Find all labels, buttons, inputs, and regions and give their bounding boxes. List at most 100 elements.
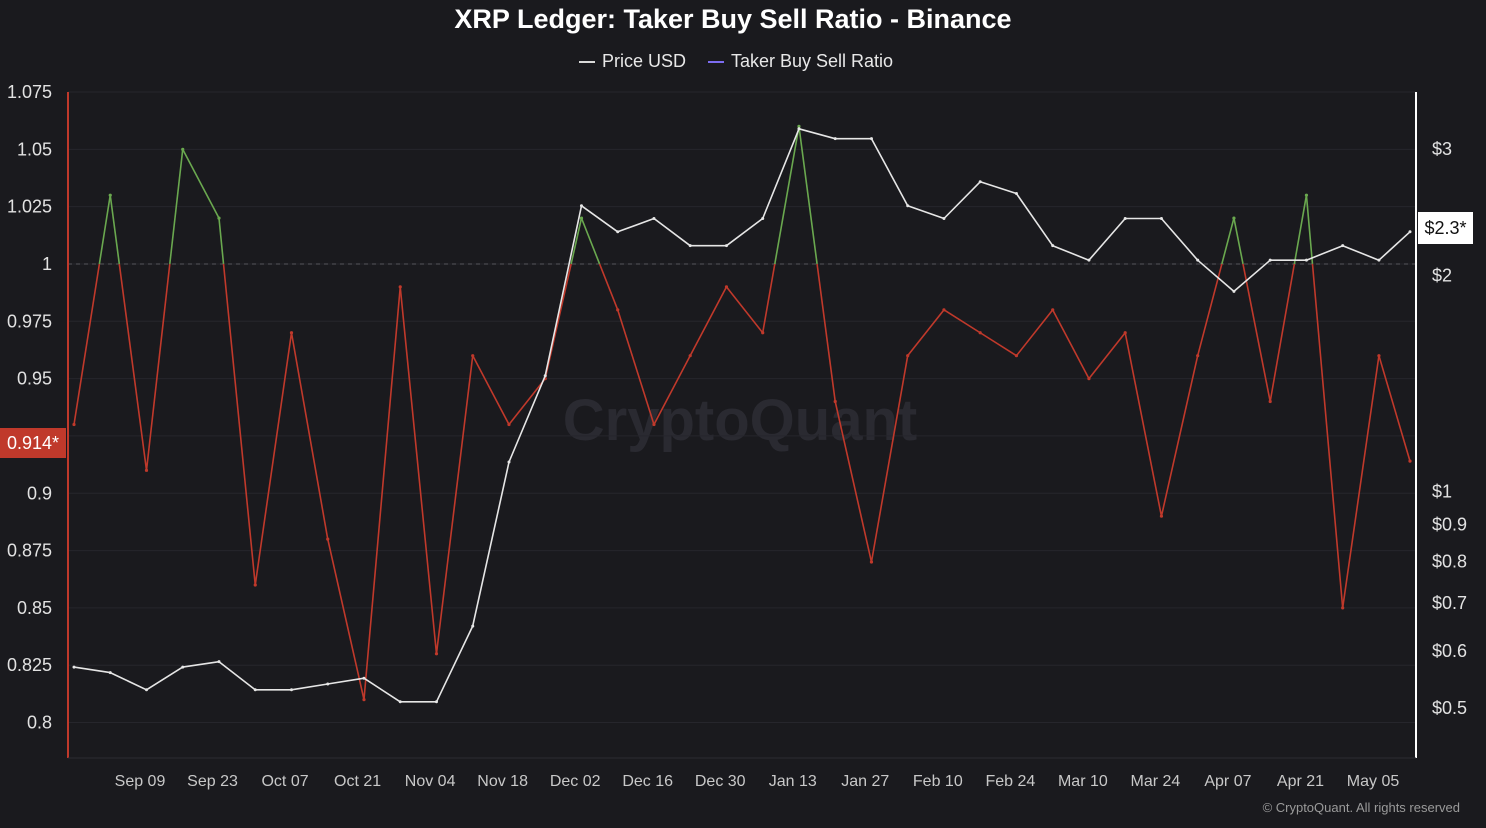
ratio-segment <box>979 332 1017 357</box>
ratio-point <box>1051 308 1055 312</box>
legend[interactable]: Price USD Taker Buy Sell Ratio <box>579 51 893 71</box>
x-tick-label: Sep 09 <box>115 773 166 790</box>
ratio-segment <box>1196 263 1223 356</box>
ratio-point <box>833 399 837 404</box>
price-point <box>761 217 765 221</box>
current-price-badge: $2.3* <box>1418 212 1473 244</box>
price-series <box>72 127 1412 704</box>
ratio-segment <box>774 126 800 265</box>
x-tick-label: Feb 24 <box>985 773 1035 790</box>
ratio-point <box>1377 354 1381 358</box>
price-point <box>942 217 946 221</box>
current-ratio-label: 0.914* <box>7 433 59 453</box>
ratio-segment <box>1051 309 1090 379</box>
ratio-point <box>579 216 584 220</box>
left-tick-label: 0.825 <box>7 655 52 675</box>
ratio-segment <box>907 309 945 357</box>
x-tick-label: Apr 07 <box>1204 773 1251 790</box>
x-tick-label: Dec 16 <box>622 773 673 790</box>
ratio-segment <box>580 217 601 265</box>
ratio-point <box>1014 354 1019 358</box>
ratio-series <box>72 124 1412 702</box>
price-point <box>1341 244 1345 248</box>
ratio-point <box>253 583 257 587</box>
price-point <box>1014 192 1018 196</box>
price-point <box>616 230 620 234</box>
price-point <box>108 671 112 675</box>
ratio-segment <box>1221 217 1235 265</box>
ratio-segment <box>326 538 365 700</box>
price-point <box>362 676 366 680</box>
ratio-segment <box>1293 195 1308 265</box>
ratio-segment <box>218 218 225 265</box>
copyright: © CryptoQuant. All rights reserved <box>1263 800 1460 815</box>
price-point <box>326 682 330 686</box>
ratio-segment <box>544 263 572 379</box>
ratio-segment <box>1160 355 1199 517</box>
price-point <box>471 624 475 628</box>
right-tick-label: $3 <box>1432 139 1452 159</box>
x-tick-label: Feb 10 <box>913 773 963 790</box>
ratio-segment <box>1341 355 1380 609</box>
ratio-segment <box>1242 263 1271 402</box>
x-tick-label: Dec 02 <box>550 773 601 790</box>
ratio-point <box>652 422 656 427</box>
x-tick-label: Oct 07 <box>261 773 308 790</box>
ratio-point <box>688 354 692 358</box>
price-point <box>543 374 547 378</box>
ratio-segment <box>616 309 655 425</box>
price-point <box>1232 289 1236 293</box>
right-tick-label: $0.5 <box>1432 698 1467 718</box>
ratio-point <box>978 331 982 335</box>
price-point <box>434 700 438 704</box>
legend-price-label[interactable]: Price USD <box>602 51 686 71</box>
left-tick-label: 0.875 <box>7 541 52 561</box>
ratio-point <box>1304 193 1309 197</box>
x-tick-label: Mar 24 <box>1131 773 1181 790</box>
ratio-segment <box>98 195 112 265</box>
right-tick-label: $0.8 <box>1432 551 1467 571</box>
price-point <box>398 700 402 704</box>
left-tick-label: 0.85 <box>17 598 52 618</box>
x-tick-label: Dec 30 <box>695 773 746 790</box>
price-point <box>688 244 692 248</box>
ratio-segment <box>399 286 438 654</box>
ratio-segment <box>254 332 293 586</box>
ratio-segment <box>816 263 837 402</box>
right-axis-ticks: $3 $2 $1 $0.9 $0.8 $0.7 $0.6 $0.5 <box>1432 139 1467 718</box>
legend-ratio-label[interactable]: Taker Buy Sell Ratio <box>731 51 893 71</box>
ratio-segment <box>570 217 583 265</box>
ratio-segment <box>182 148 220 219</box>
ratio-segment <box>363 286 402 700</box>
ratio-point <box>1268 399 1272 404</box>
left-tick-label: 1 <box>42 254 52 274</box>
ratio-point <box>471 354 475 358</box>
axes <box>67 92 1417 759</box>
left-tick-label: 0.975 <box>7 311 52 331</box>
price-point <box>1304 258 1308 262</box>
price-point <box>652 217 656 221</box>
price-point <box>1159 217 1163 221</box>
price-point <box>1408 230 1412 234</box>
ratio-segment <box>145 263 171 471</box>
right-tick-label: $0.9 <box>1432 515 1467 535</box>
ratio-segment <box>1233 217 1244 265</box>
left-tick-label: 0.95 <box>17 369 52 389</box>
x-tick-label: May 05 <box>1347 773 1400 790</box>
ratio-point <box>1159 514 1164 518</box>
ratio-point <box>362 698 366 702</box>
x-tick-label: Apr 21 <box>1277 773 1324 790</box>
ratio-point <box>217 216 221 220</box>
price-point <box>507 460 511 464</box>
ratio-point <box>942 308 946 312</box>
right-tick-label: $0.7 <box>1432 593 1467 613</box>
current-price-label: $2.3* <box>1424 218 1466 238</box>
ratio-point <box>869 560 874 564</box>
watermark: CryptoQuant <box>563 388 917 453</box>
price-point <box>72 665 76 669</box>
current-price-badge-bg <box>1418 212 1473 244</box>
left-tick-label: 1.025 <box>7 197 52 217</box>
ratio-segment <box>109 195 121 265</box>
x-tick-label: Jan 13 <box>769 773 817 790</box>
